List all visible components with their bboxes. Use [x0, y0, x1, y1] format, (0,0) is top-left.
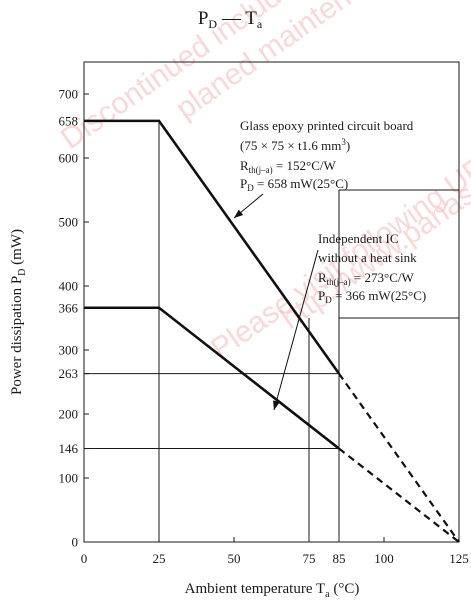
series-1-extrapolation: [338, 447, 460, 543]
arrow-glass-epoxy: [233, 193, 264, 219]
svg-text:Rth(j–a) = 273°C/W: Rth(j–a) = 273°C/W: [318, 270, 414, 287]
ann2-line1: Independent IC: [318, 231, 399, 246]
svg-text:PD = 658 mW(25°C): PD = 658 mW(25°C): [240, 176, 348, 193]
y-tick-label-146: 146: [59, 441, 79, 456]
ann2-line3-b: = 273°C/W: [351, 270, 415, 285]
title-main-sub: D: [208, 17, 217, 31]
ann2-line4-a: P: [318, 288, 325, 303]
ann1-line4-a: P: [240, 176, 247, 191]
svg-text:Rth(j–a) = 152°C/W: Rth(j–a) = 152°C/W: [240, 158, 336, 175]
plot-frame: [83, 61, 460, 543]
chart-title: PD — Ta: [198, 8, 263, 31]
x-tick-label-0: 0: [81, 551, 88, 566]
ann2-line2: without a heat sink: [318, 250, 417, 265]
title-main: P: [198, 8, 209, 29]
x-tick-label-25: 25: [153, 551, 166, 566]
x-tick-label-50: 50: [228, 551, 241, 566]
ann1-line3-a: R: [240, 158, 249, 173]
y-tick-label-100: 100: [59, 471, 79, 486]
arrow-independent-ic: [273, 249, 319, 411]
series-1-line: [84, 306, 340, 450]
series-0-line: [84, 119, 341, 375]
x-tick-label-85: 85: [333, 551, 346, 566]
arrow-glass-epoxy-head: [234, 209, 244, 218]
y-tick-label-600: 600: [59, 151, 79, 166]
annotation-arrows: [233, 193, 319, 411]
ann1-line4-b: = 658 mW(25°C): [254, 176, 349, 191]
y-tick-label-263: 263: [59, 366, 79, 381]
arrow-independent-ic-head: [273, 400, 280, 410]
series-lines: [84, 119, 460, 543]
svg-text:PD = 366 mW(25°C): PD = 366 mW(25°C): [318, 288, 426, 305]
title-dash: — T: [217, 8, 257, 29]
y-axis-label: Power dissipation PD (mW): [9, 229, 28, 395]
y-tick-label-400: 400: [59, 279, 79, 294]
x-axis-label: Ambient temperature Ta (°C): [185, 581, 360, 600]
y-tick-label-200: 200: [59, 407, 79, 422]
x-tick-label-125: 125: [449, 551, 469, 566]
arrow-independent-ic-shaft: [273, 249, 319, 411]
title-dash-sub: a: [257, 17, 263, 31]
annotation-independent-ic: Independent IC without a heat sink Rth(j…: [318, 231, 426, 305]
ann1-line4-sub: D: [247, 183, 254, 193]
y-tick-label-658: 658: [59, 113, 79, 128]
y-tick-label-0: 0: [72, 535, 79, 550]
axis-ticks: 0 25 50 75 85 100 125 0 100 146 200 263 300 366 400 500…: [59, 87, 469, 567]
ann1-line3-sub: th(j–a): [249, 165, 273, 175]
ann2-line3-sub: th(j–a): [327, 277, 351, 287]
ann1-line1: Glass epoxy printed circuit board: [240, 118, 414, 133]
ann1-line2-sup: 3: [341, 137, 346, 147]
ann2-line4-sub: D: [325, 295, 332, 305]
y-tick-label-300: 300: [59, 343, 79, 358]
ann2-line3-a: R: [318, 270, 327, 285]
ann1-line3-b: = 152°C/W: [273, 158, 337, 173]
series-0-extrapolation: [338, 373, 460, 543]
x-tick-label-75: 75: [303, 551, 316, 566]
svg-text:PD — Ta: PD — Ta: [198, 8, 263, 31]
y-tick-label-500: 500: [59, 215, 79, 230]
y-tick-label-700: 700: [59, 87, 79, 102]
svg-text:(75 × 75 × t1.6 mm3): (75 × 75 × t1.6 mm3): [240, 137, 350, 153]
y-tick-label-366: 366: [59, 300, 79, 315]
x-tick-label-100: 100: [374, 551, 394, 566]
ann2-line4-b: = 366 mW(25°C): [332, 288, 427, 303]
ann1-line2: (75 × 75 × t1.6 mm: [240, 138, 341, 153]
annotation-glass-epoxy: Glass epoxy printed circuit board (75 × …: [240, 118, 414, 193]
ann1-line2-end: ): [346, 138, 350, 153]
